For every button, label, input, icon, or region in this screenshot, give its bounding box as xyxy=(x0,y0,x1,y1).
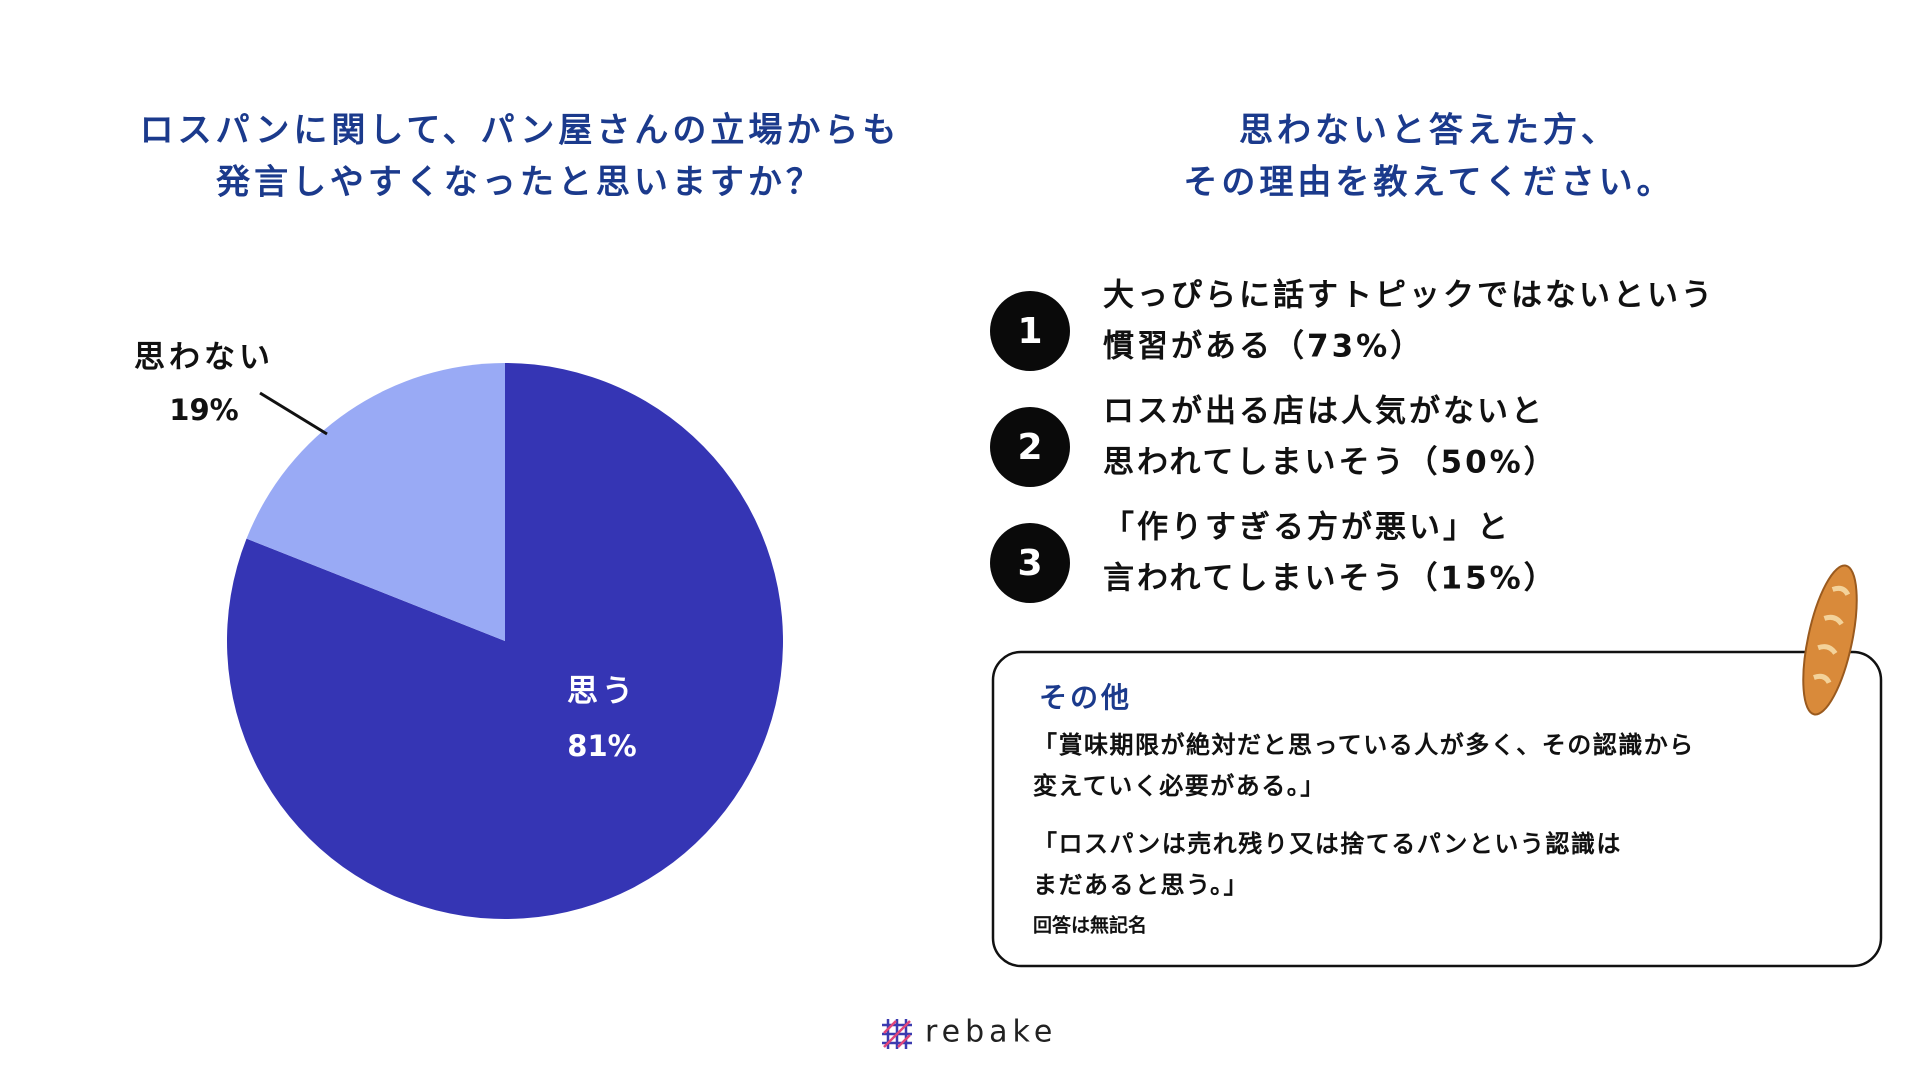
leader-line xyxy=(259,391,328,436)
other-box xyxy=(991,650,1883,968)
note: 回答は無記名 xyxy=(1033,914,1147,937)
baguette-icon xyxy=(1802,564,1858,716)
reasons-title: 思わないと答えた方、 xyxy=(1239,111,1619,151)
logo-text: rebake xyxy=(925,1015,1057,1050)
rank-badge xyxy=(990,523,1070,603)
slice-value: 19% xyxy=(169,393,238,427)
slice-label: 思う xyxy=(567,674,637,710)
quote-line: まだあると思う。」 xyxy=(1033,871,1249,899)
pie-title: 発言しやすくなったと思いますか？ xyxy=(216,163,824,203)
pie-title: ロスパンに関して、パン屋さんの立場からも xyxy=(140,111,901,151)
rank-number: 2 xyxy=(1017,427,1042,468)
reason-line: 慣習がある（73%） xyxy=(1103,329,1424,365)
pie-slice xyxy=(246,363,505,641)
quote-line: 変えていく必要がある。」 xyxy=(1033,772,1326,800)
quote-line: 「ロスパンは売れ残り又は捨てるパンという認識は xyxy=(1033,830,1622,858)
reason-line: 言われてしまいそう（15%） xyxy=(1103,561,1558,597)
pie-chart: 思う 81% 思わない 19% xyxy=(134,340,783,919)
rank-badge xyxy=(990,407,1070,487)
reasons-title: その理由を教えてください。 xyxy=(1183,163,1674,203)
logo-icon xyxy=(882,1019,912,1049)
reason-line: 思われてしまいそう（50%） xyxy=(1103,445,1558,481)
reason-line: ロスが出る店は人気がないと xyxy=(1103,394,1545,430)
slice-label: 思わない xyxy=(134,340,274,376)
reason-line: 「作りすぎる方が悪い」と xyxy=(1103,510,1511,546)
slice-value: 81% xyxy=(567,729,636,763)
reason-line: 大っぴらに話すトピックではないという xyxy=(1103,278,1715,314)
rank-number: 3 xyxy=(1017,543,1042,584)
other-heading: その他 xyxy=(1039,681,1132,714)
rank-number: 1 xyxy=(1017,311,1042,352)
rank-badge xyxy=(990,291,1070,371)
quote-line: 「賞味期限が絶対だと思っている人が多く、その認識から xyxy=(1033,731,1695,759)
